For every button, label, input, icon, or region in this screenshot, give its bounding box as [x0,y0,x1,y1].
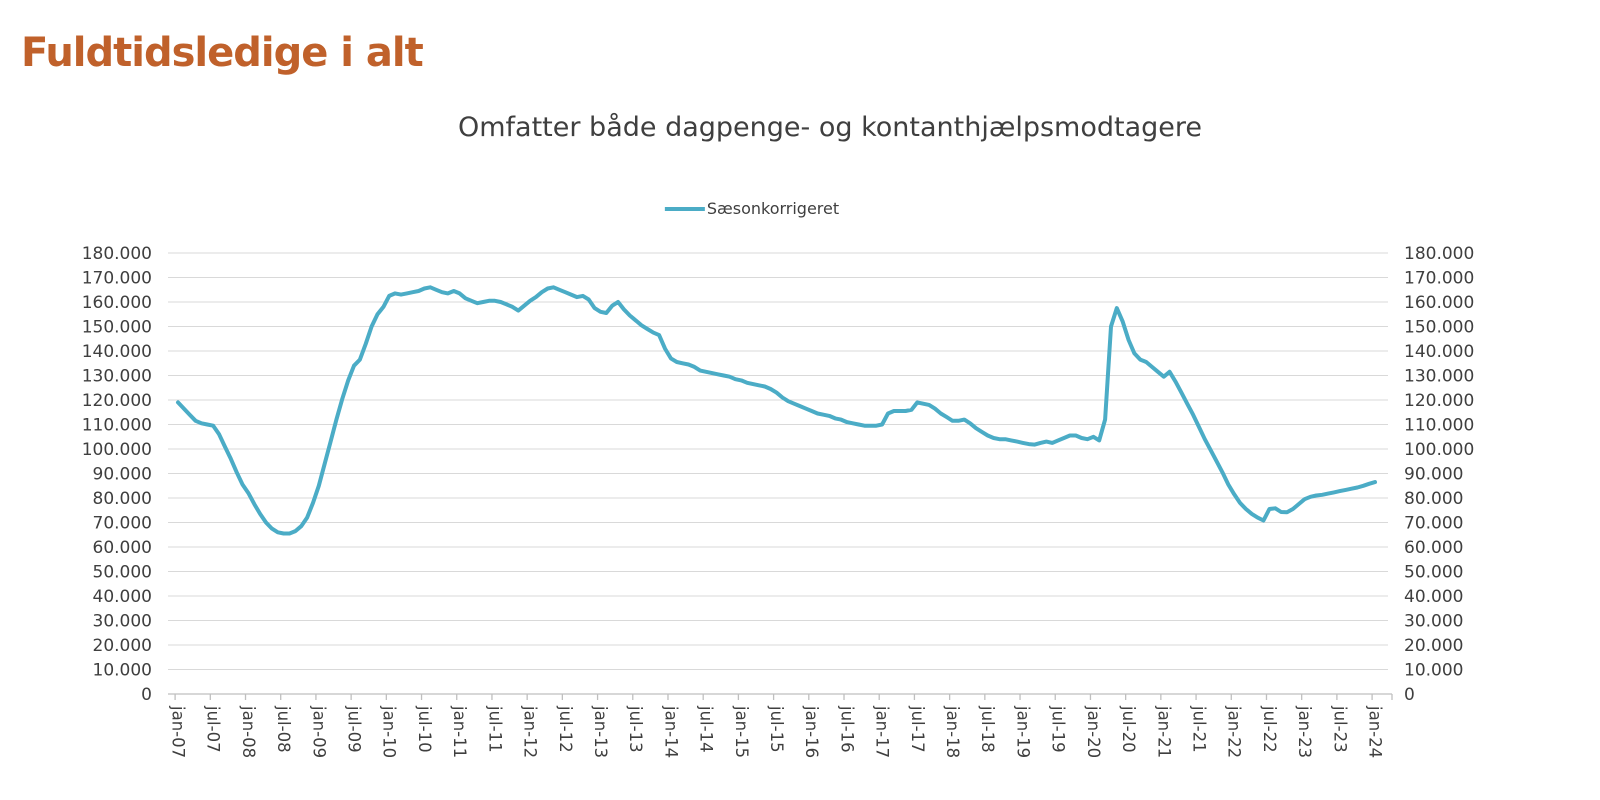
y-axis-label-right: 0 [1404,685,1415,705]
x-axis-label: jan-07 [169,705,188,758]
y-axis-label-left: 120.000 [82,391,152,411]
y-axis-label-left: 140.000 [82,342,152,362]
x-axis-label: jan-17 [873,705,892,758]
x-axis-label: jan-16 [802,705,821,758]
y-axis-label-left: 170.000 [82,269,152,289]
y-axis-label-right: 10.000 [1404,661,1463,681]
y-axis-label-right: 150.000 [1404,318,1474,338]
y-axis-label-right: 90.000 [1404,465,1463,485]
y-axis-label-right: 170.000 [1404,269,1474,289]
y-axis-label-left: 50.000 [93,563,152,583]
y-axis-label-left: 40.000 [93,587,152,607]
y-axis-label-right: 30.000 [1404,612,1463,632]
x-axis-label: jul-16 [837,705,856,753]
y-axis-label-right: 80.000 [1404,489,1463,509]
x-axis-label: jan-22 [1225,705,1244,758]
x-axis-label: jan-12 [521,705,540,758]
y-axis-label-right: 60.000 [1404,538,1463,558]
y-axis-label-right: 20.000 [1404,636,1463,656]
x-axis-label: jul-17 [908,705,927,753]
y-axis-label-left: 20.000 [93,636,152,656]
y-axis-label-right: 180.000 [1404,244,1474,264]
x-axis-label: jan-20 [1084,705,1103,758]
page-title: Fuldtidsledige i alt [21,30,424,76]
x-axis-label: jul-13 [626,705,645,753]
x-axis-label: jan-09 [309,705,328,758]
y-axis-label-left: 150.000 [82,318,152,338]
y-axis-label-right: 120.000 [1404,391,1474,411]
y-axis-label-left: 0 [141,685,152,705]
x-axis-label: jan-15 [732,705,751,758]
y-axis-label-left: 10.000 [93,661,152,681]
y-axis-label-right: 160.000 [1404,293,1474,313]
x-axis-label: jan-24 [1366,705,1385,758]
chart-legend: Sæsonkorrigeret [664,199,840,218]
series-line-saesonkorrigeret [176,285,1377,536]
y-axis-label-left: 130.000 [82,367,152,387]
x-axis-label: jul-15 [767,705,786,753]
x-axis-label: jul-19 [1049,705,1068,753]
x-axis-label: jul-09 [345,705,364,753]
y-axis-label-left: 100.000 [82,440,152,460]
x-axis-label: jul-18 [978,705,997,753]
y-axis-label-right: 70.000 [1404,514,1463,534]
x-axis-label: jul-12 [556,705,575,753]
x-axis-label: jan-18 [943,705,962,758]
x-axis-label: jul-10 [415,705,434,753]
y-axis-label-left: 90.000 [93,465,152,485]
x-axis-label: jan-10 [380,705,399,758]
y-axis-label-right: 130.000 [1404,367,1474,387]
y-axis-label-left: 60.000 [93,538,152,558]
y-axis-label-left: 160.000 [82,293,152,313]
x-axis-label: jul-14 [697,705,716,753]
y-axis-label-left: 70.000 [93,514,152,534]
x-axis-label: jul-21 [1189,705,1208,753]
x-axis-label: jan-21 [1154,705,1173,758]
x-axis-label: jan-11 [450,705,469,758]
legend-label: Sæsonkorrigeret [706,199,840,218]
y-axis-label-left: 80.000 [93,489,152,509]
x-axis-label: jan-08 [239,705,258,758]
x-axis-label: jan-23 [1295,705,1314,758]
x-axis-label: jul-20 [1119,705,1138,753]
x-axis-label: jul-22 [1260,705,1279,753]
y-axis-label-right: 40.000 [1404,587,1463,607]
y-axis-label-right: 110.000 [1404,416,1474,436]
x-axis-label: jul-07 [204,705,223,753]
x-axis-label: jul-23 [1330,705,1349,753]
x-axis-label: jul-08 [274,705,293,753]
y-axis-label-left: 180.000 [82,244,152,264]
chart-title: Omfatter både dagpenge- og kontanthjælps… [457,112,1203,143]
x-axis-label: jul-11 [485,705,504,753]
y-axis-label-right: 50.000 [1404,563,1463,583]
legend-line-marker [664,206,705,211]
x-axis-label: jan-13 [591,705,610,758]
x-axis-label: jan-19 [1013,705,1032,758]
y-axis-label-left: 110.000 [82,416,152,436]
y-axis-label-right: 100.000 [1404,440,1474,460]
y-axis-label-right: 140.000 [1404,342,1474,362]
y-axis-label-left: 30.000 [93,612,152,632]
x-axis-label: jan-14 [661,705,680,758]
